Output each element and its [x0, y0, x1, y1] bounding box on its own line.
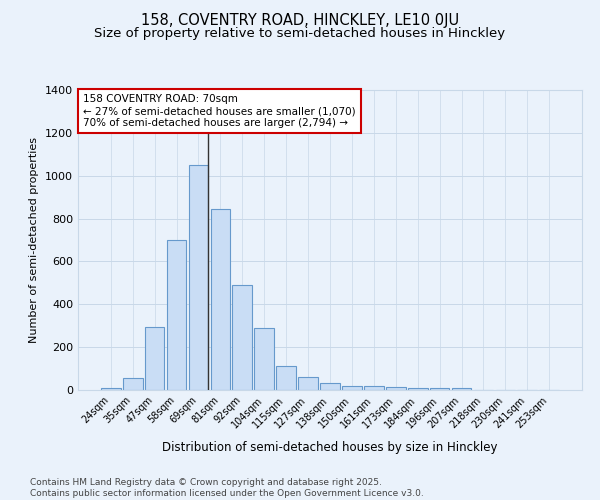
Y-axis label: Number of semi-detached properties: Number of semi-detached properties [29, 137, 40, 343]
X-axis label: Distribution of semi-detached houses by size in Hinckley: Distribution of semi-detached houses by … [162, 441, 498, 454]
Bar [167, 240, 187, 390]
Bar [320, 382, 340, 390]
Text: Size of property relative to semi-detached houses in Hinckley: Size of property relative to semi-detach… [94, 28, 506, 40]
Bar [145, 327, 164, 390]
Bar [408, 388, 428, 390]
Bar [342, 386, 362, 390]
Bar [232, 285, 252, 390]
Bar [276, 366, 296, 390]
Bar [298, 376, 318, 390]
Text: Contains HM Land Registry data © Crown copyright and database right 2025.
Contai: Contains HM Land Registry data © Crown c… [30, 478, 424, 498]
Bar [254, 328, 274, 390]
Bar [123, 378, 143, 390]
Bar [386, 388, 406, 390]
Bar [188, 165, 208, 390]
Text: 158, COVENTRY ROAD, HINCKLEY, LE10 0JU: 158, COVENTRY ROAD, HINCKLEY, LE10 0JU [141, 12, 459, 28]
Bar [364, 386, 384, 390]
Bar [211, 209, 230, 390]
Bar [452, 388, 472, 390]
Bar [101, 388, 121, 390]
Bar [430, 388, 449, 390]
Text: 158 COVENTRY ROAD: 70sqm
← 27% of semi-detached houses are smaller (1,070)
70% o: 158 COVENTRY ROAD: 70sqm ← 27% of semi-d… [83, 94, 356, 128]
